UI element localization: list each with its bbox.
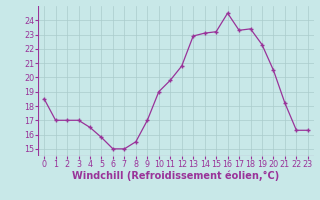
- X-axis label: Windchill (Refroidissement éolien,°C): Windchill (Refroidissement éolien,°C): [72, 171, 280, 181]
